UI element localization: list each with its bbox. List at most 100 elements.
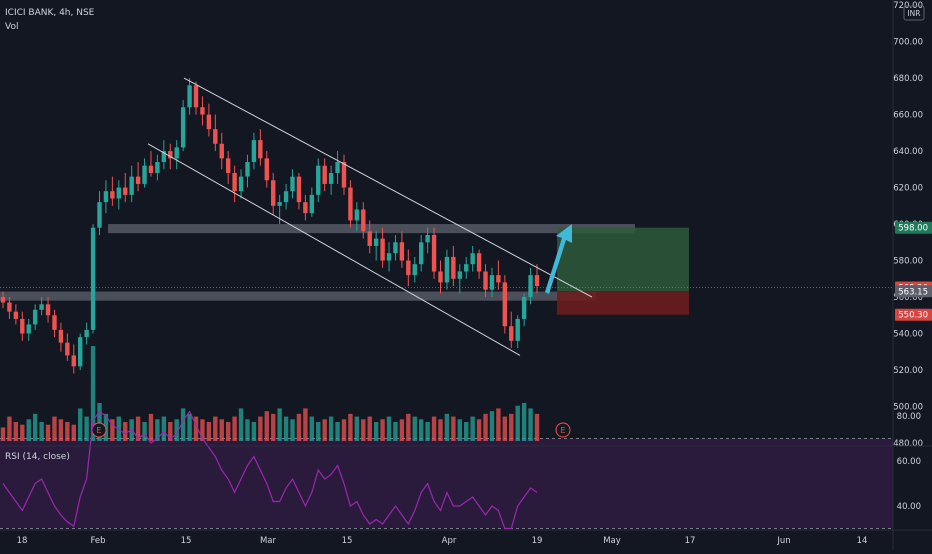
price-tick-label: 660.00 — [893, 111, 923, 121]
candle — [373, 231, 379, 261]
candle-body — [142, 165, 147, 184]
candle-body — [431, 234, 437, 272]
candle — [65, 333, 70, 361]
price-label-text: 550.30 — [898, 311, 928, 321]
price-label-box — [895, 308, 932, 321]
volume-bar — [496, 408, 501, 441]
candle — [123, 172, 128, 203]
candle — [534, 264, 540, 294]
candle — [0, 291, 6, 308]
volume-bar — [406, 413, 411, 441]
candle — [271, 172, 276, 215]
x-tick-label: Mar — [260, 536, 277, 546]
candle — [290, 169, 295, 199]
volume-bar — [65, 422, 70, 441]
volume-bar — [393, 422, 398, 441]
candle — [58, 322, 64, 352]
volume-bar — [341, 419, 347, 441]
candle — [174, 140, 179, 170]
candle — [309, 187, 315, 217]
candle — [361, 202, 366, 239]
volume-bar — [277, 408, 282, 441]
x-tick-label: Feb — [90, 536, 105, 546]
volume-bar — [509, 413, 514, 441]
volume-bar — [193, 416, 199, 441]
candle — [489, 267, 495, 298]
candle-body — [45, 304, 51, 316]
volume-bar — [418, 419, 424, 441]
price-label-box — [895, 221, 932, 234]
volume-bar — [187, 413, 192, 441]
candle — [142, 158, 147, 188]
candle — [464, 256, 469, 279]
price-label-box — [895, 285, 932, 298]
candle — [303, 194, 308, 221]
candle-body — [502, 282, 508, 327]
volume-bar — [354, 416, 360, 441]
volume-bar — [0, 427, 6, 441]
candle — [39, 297, 44, 316]
currency-badge[interactable]: INR — [903, 5, 925, 21]
candle — [232, 165, 237, 203]
candle-body — [438, 271, 443, 283]
candle-body — [84, 329, 89, 338]
price-tick-label: 700.00 — [893, 38, 923, 48]
candle — [406, 249, 411, 287]
rsi-line — [2, 410, 538, 530]
rsi-label: RSI (14, close) — [5, 452, 70, 462]
volume-bar — [52, 416, 57, 441]
candle-body — [26, 324, 31, 334]
long-target-zone — [557, 227, 689, 292]
candle-body — [425, 234, 430, 243]
price-label: 598.00 — [895, 221, 932, 234]
candle-body — [444, 256, 450, 283]
volume-bar — [316, 422, 321, 441]
candle — [78, 333, 83, 371]
candle — [219, 132, 224, 170]
volume-bar — [271, 413, 276, 441]
x-tick-label: Apr — [442, 536, 457, 546]
volume-bar — [26, 419, 31, 441]
x-tick-label: 18 — [17, 536, 28, 546]
price-tick-label: 500.00 — [893, 403, 923, 413]
rsi-tick-label: 40.00 — [897, 502, 921, 512]
price-tick-label: 680.00 — [893, 74, 923, 84]
candle-body — [451, 256, 456, 279]
volume-bar — [386, 416, 392, 441]
volume-bar — [251, 422, 257, 441]
candle — [264, 151, 269, 188]
candle — [316, 158, 321, 203]
resistance-zone — [108, 224, 635, 234]
volume-bar — [238, 408, 244, 441]
candle-body — [20, 318, 25, 334]
candle-body — [225, 158, 231, 173]
candle-body — [135, 176, 141, 184]
volume-bar — [444, 413, 450, 441]
candle — [296, 172, 302, 210]
volume-bar — [39, 422, 44, 441]
candle — [135, 162, 141, 192]
earnings-marker-label: E — [96, 426, 101, 435]
candle-body — [103, 191, 109, 203]
candle — [283, 183, 289, 210]
volume-bar — [489, 411, 495, 441]
candle — [110, 176, 115, 206]
candle-body — [354, 209, 360, 221]
candle-body — [406, 260, 411, 276]
volume-bar — [174, 419, 179, 441]
volume-bar — [225, 422, 231, 441]
candle — [322, 158, 327, 192]
price-label: 563.15 — [895, 285, 932, 298]
candle-body — [341, 162, 347, 188]
candle-body — [393, 242, 398, 254]
candle — [32, 304, 38, 330]
candle-body — [277, 202, 282, 206]
candle — [328, 165, 334, 195]
long-stop-zone — [557, 291, 689, 315]
support-zone — [0, 291, 596, 301]
candle-body — [52, 315, 57, 330]
candle — [393, 234, 398, 261]
